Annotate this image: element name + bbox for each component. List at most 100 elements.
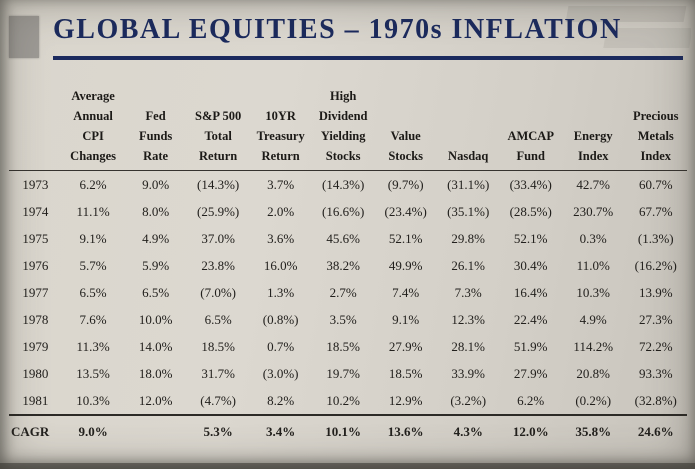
value-cell: (28.5%) [509, 203, 552, 219]
value-cell: (25.9%) [197, 203, 240, 219]
value-cell: 23.8% [201, 257, 235, 273]
row-label: 1981 [22, 392, 49, 408]
value-cell: 26.1% [451, 257, 485, 273]
value-cell: 7.4% [392, 284, 420, 300]
value-cell: 12.0% [138, 392, 173, 408]
value-cell: (35.1%) [447, 203, 490, 219]
value-cell: 18.5% [388, 365, 423, 381]
value-cell: 7.3% [454, 284, 482, 300]
page-title: GLOBAL EQUITIES – 1970s INFLATION [53, 14, 622, 45]
column-header: Value Stocks [374, 86, 437, 171]
row-label: CAGR [9, 414, 62, 446]
value-cell: 52.1% [513, 230, 548, 246]
value-cell: 18.5% [326, 338, 360, 354]
value-cell: 11.0% [576, 257, 610, 273]
value-cell: 67.7% [638, 203, 673, 219]
value-cell: 12.0% [499, 414, 562, 446]
section-marker [9, 16, 39, 58]
value-cell: 28.1% [451, 338, 485, 354]
value-cell: 13.9% [638, 284, 673, 300]
value-cell: 0.7% [267, 338, 295, 354]
value-cell: 230.7% [573, 203, 614, 219]
year-row: 1979 11.3% 14.0% 18.5% 0.7% 18.5% 27.9% 28.1% 51… [9, 333, 687, 360]
value-cell: 14.0% [138, 338, 173, 354]
column-header: Energy Index [561, 86, 625, 171]
row-label: 1980 [22, 365, 49, 381]
value-cell: 27.9% [388, 338, 423, 354]
value-cell: 29.8% [451, 230, 485, 246]
value-cell: (9.7%) [387, 176, 424, 192]
year-row: 1976 5.7% 5.9% 23.8% 16.0% 38.2% 49.9% 26.1% 30.… [9, 252, 687, 279]
value-cell: 3.6% [267, 230, 295, 246]
value-cell: 5.7% [79, 257, 107, 273]
value-cell: 6.5% [142, 284, 170, 300]
column-header: Fed Funds Rate [124, 86, 187, 171]
year-row: 1981 10.3% 12.0% (4.7%) 8.2% 10.2% 12.9% (3.2%)… [9, 387, 687, 415]
value-cell: 3.5% [329, 311, 357, 327]
value-cell: 5.3% [186, 414, 250, 446]
value-cell: (16.6%) [322, 203, 365, 219]
value-cell: 10.3% [76, 392, 110, 408]
year-row: 1978 7.6% 10.0% 6.5% (0.8%) 3.5% 9.1% 12.3% 22.4… [9, 306, 687, 333]
value-cell: (3.2%) [450, 392, 487, 408]
value-cell: (16.2%) [634, 257, 677, 273]
value-cell: (14.3%) [322, 176, 365, 192]
row-label: 1975 [22, 230, 49, 246]
value-cell: 30.4% [513, 257, 548, 273]
value-cell: (4.7%) [200, 392, 236, 408]
value-cell: 13.5% [76, 365, 110, 381]
year-column-header [9, 86, 62, 171]
year-row: 1975 9.1% 4.9% 37.0% 3.6% 45.6% 52.1% 29.8% 52.1… [9, 225, 687, 252]
value-cell: 9.1% [392, 311, 420, 327]
value-cell: 4.3% [436, 414, 500, 446]
value-cell: 16.0% [263, 257, 298, 273]
value-cell: 13.6% [374, 414, 437, 446]
column-header: AMCAP Fund [499, 86, 562, 171]
value-cell: 31.7% [201, 365, 235, 381]
value-cell: 4.9% [579, 311, 607, 327]
value-cell: 20.8% [576, 365, 611, 381]
column-header: Average Annual CPI Changes [61, 86, 125, 171]
column-header: 10YR Treasury Return [249, 86, 312, 171]
value-cell: 42.7% [576, 176, 611, 192]
value-cell: 8.0% [142, 203, 170, 219]
value-cell: 27.9% [513, 365, 548, 381]
value-cell: 19.7% [326, 365, 360, 381]
value-cell: (0.8%) [262, 311, 299, 327]
value-cell: (32.8%) [634, 392, 677, 408]
year-row: 1974 11.1% 8.0% (25.9%) 2.0% (16.6%) (23.4%) (3… [9, 198, 687, 225]
column-header: Nasdaq [436, 86, 500, 171]
row-label: 1977 [22, 284, 49, 300]
value-cell: 3.4% [249, 414, 312, 446]
value-cell: 45.6% [326, 230, 360, 246]
value-cell: 3.7% [267, 176, 295, 192]
value-cell: (14.3%) [197, 176, 240, 192]
value-cell: 38.2% [326, 257, 360, 273]
value-cell: 6.2% [517, 392, 545, 408]
value-cell: 114.2% [573, 338, 614, 354]
row-label: 1973 [22, 176, 49, 192]
value-cell: (0.2%) [575, 392, 612, 408]
value-cell: 6.5% [79, 284, 107, 300]
value-cell: 33.9% [451, 365, 485, 381]
row-label: 1974 [22, 203, 49, 219]
value-cell: 10.0% [138, 311, 173, 327]
value-cell: (3.0%) [262, 365, 299, 381]
year-row: 1977 6.5% 6.5% (7.0%) 1.3% 2.7% 7.4% 7.3% 16.4% 1… [9, 279, 687, 306]
value-cell: 9.0% [61, 414, 125, 446]
value-cell: 12.9% [388, 392, 423, 408]
value-cell: 9.0% [142, 176, 170, 192]
year-row: 1973 6.2% 9.0% (14.3%) 3.7% (14.3%) (9.7%) (31.… [9, 171, 687, 199]
value-cell: 7.6% [79, 311, 107, 327]
value-cell: 2.7% [329, 284, 357, 300]
value-cell [124, 414, 187, 446]
value-cell: 18.0% [138, 365, 173, 381]
row-label: 1979 [22, 338, 49, 354]
value-cell: 1.3% [267, 284, 295, 300]
value-cell: 60.7% [638, 176, 673, 192]
column-header: High Dividend Yielding Stocks [311, 86, 375, 171]
value-cell: 5.9% [142, 257, 170, 273]
value-cell: (33.4%) [509, 176, 552, 192]
value-cell: 4.9% [142, 230, 170, 246]
value-cell: 10.2% [326, 392, 360, 408]
